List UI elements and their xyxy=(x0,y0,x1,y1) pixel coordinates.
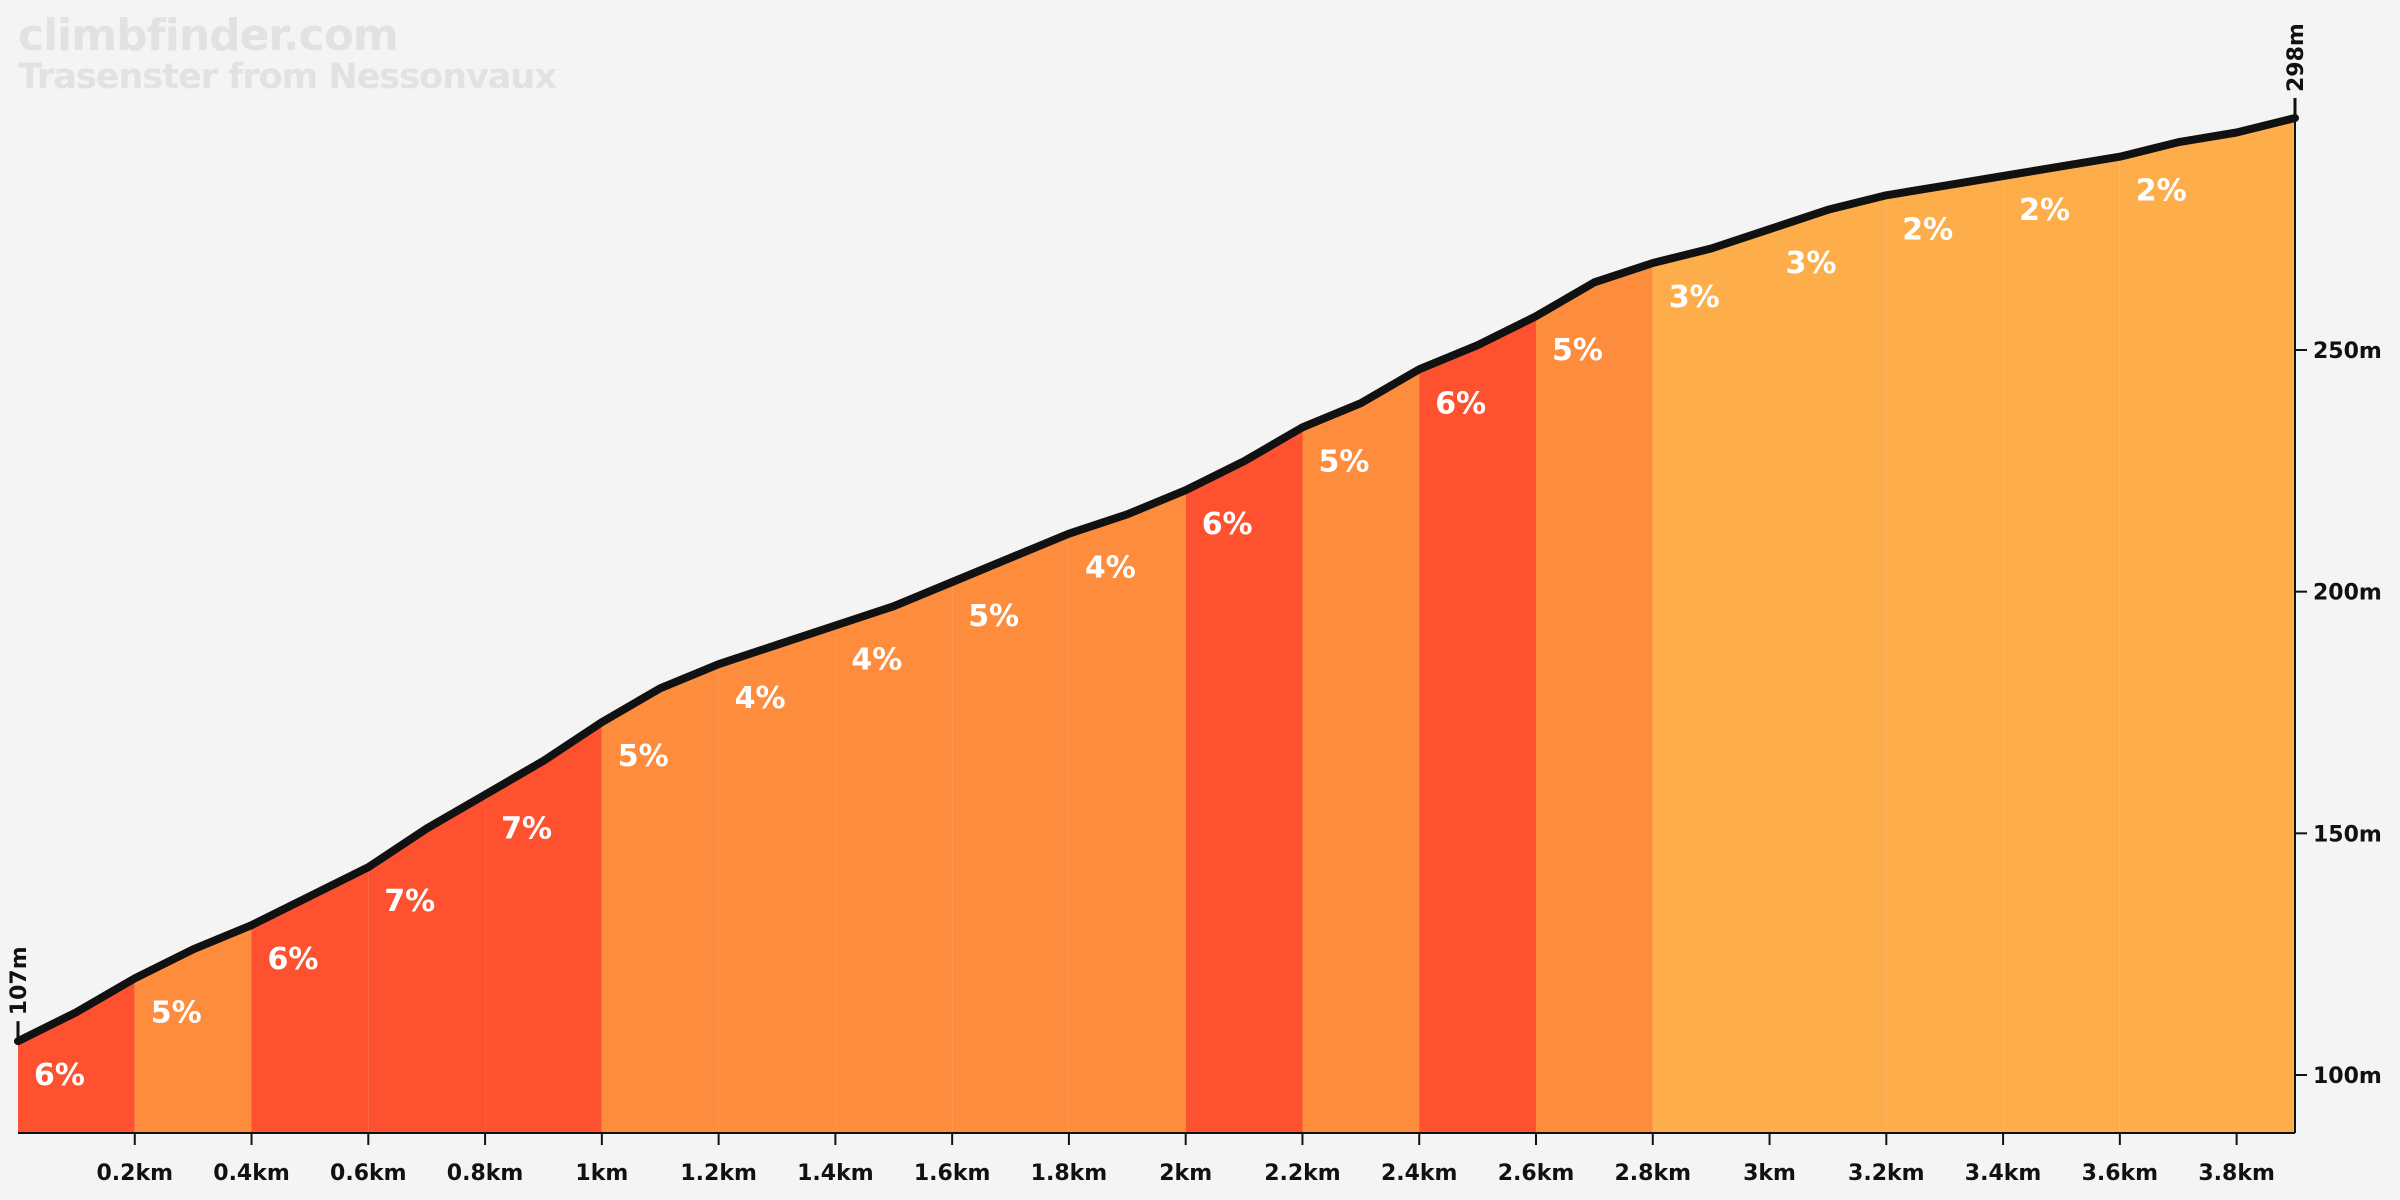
x-tick-label: 3.8km xyxy=(2198,1161,2275,1186)
grade-label: 2% xyxy=(2019,193,2070,228)
grade-label: 5% xyxy=(968,599,1019,634)
site-name: climbfinder.com xyxy=(18,10,399,61)
grade-label: 3% xyxy=(1786,246,1837,281)
x-tick-label: 2.8km xyxy=(1615,1161,1692,1186)
grade-segment xyxy=(1886,176,2004,1133)
grade-segment xyxy=(1769,195,1887,1134)
watermark: climbfinder.com Trasenster from Nessonva… xyxy=(18,10,557,97)
x-tick-label: 0.4km xyxy=(213,1161,290,1186)
grade-segment xyxy=(718,625,836,1133)
grade-segment xyxy=(1185,427,1303,1133)
grade-label: 5% xyxy=(618,739,669,774)
end-elevation-label: 298m xyxy=(2284,23,2309,92)
grade-segment xyxy=(952,533,1069,1133)
start-elevation-label: 107m xyxy=(7,946,32,1015)
grade-segment xyxy=(1419,316,1536,1133)
grade-label: 4% xyxy=(735,681,786,716)
grade-segment xyxy=(835,582,953,1133)
x-tick-label: 1km xyxy=(575,1161,628,1186)
grade-segment xyxy=(1536,263,1653,1133)
grade-label: 6% xyxy=(1435,386,1486,421)
grade-label: 7% xyxy=(384,884,435,919)
grade-segment xyxy=(2119,118,2295,1133)
y-tick-label: 150m xyxy=(2313,822,2382,847)
grade-label: 7% xyxy=(501,812,552,847)
axes: 0.2km 0.4km 0.6km 0.8km 1km 1.2km 1.4km 1.6km 1.… xyxy=(7,23,2382,1186)
grade-segment xyxy=(1652,229,1770,1133)
x-tick-label: 2.2km xyxy=(1264,1161,1341,1186)
grade-segment xyxy=(2003,156,2120,1133)
grade-labels: 6% 5% 6% 7% 7% 5% 4% 4% 5% 4% 6% 5% 6% 5% 3% 3% 2% 2% 2% xyxy=(34,174,2187,1093)
grade-label: 5% xyxy=(151,995,202,1030)
y-tick-label: 250m xyxy=(2313,339,2382,364)
x-tick-label: 2.6km xyxy=(1498,1161,1575,1186)
x-tick-label: 1.2km xyxy=(680,1161,757,1186)
grade-segments xyxy=(18,118,2295,1134)
grade-segment xyxy=(1302,369,1420,1133)
y-tick-label: 100m xyxy=(2313,1064,2382,1089)
grade-label: 6% xyxy=(34,1058,85,1093)
grade-label: 6% xyxy=(1202,507,1253,542)
grade-segment xyxy=(1068,490,1186,1133)
grade-label: 6% xyxy=(268,942,319,977)
grade-label: 5% xyxy=(1552,333,1603,368)
grade-label: 4% xyxy=(851,643,902,678)
x-tick-label: 3.6km xyxy=(2082,1161,2159,1186)
grade-segment xyxy=(251,867,369,1133)
x-tick-label: 3.4km xyxy=(1965,1161,2042,1186)
grade-label: 4% xyxy=(1085,551,1136,586)
grade-label: 5% xyxy=(1319,444,1370,479)
grade-label: 2% xyxy=(2136,174,2187,209)
grade-segment xyxy=(368,794,486,1133)
grade-segment xyxy=(18,978,135,1133)
grade-segment xyxy=(601,664,719,1133)
climb-title: Trasenster from Nessonvaux xyxy=(18,57,557,97)
x-tick-label: 2km xyxy=(1159,1161,1212,1186)
x-tick-label: 1.4km xyxy=(797,1161,874,1186)
x-tick-label: 0.6km xyxy=(330,1161,407,1186)
x-tick-label: 0.2km xyxy=(97,1161,174,1186)
x-tick-label: 2.4km xyxy=(1381,1161,1458,1186)
grade-segment xyxy=(485,722,602,1133)
profile-line-group xyxy=(14,114,2299,1046)
x-tick-label: 3km xyxy=(1743,1161,1796,1186)
x-tick-label: 1.8km xyxy=(1031,1161,1108,1186)
grade-segment xyxy=(134,925,252,1133)
grade-label: 3% xyxy=(1669,280,1720,315)
grade-label: 2% xyxy=(1902,212,1953,247)
y-tick-label: 200m xyxy=(2313,581,2382,606)
profile-line xyxy=(14,114,2299,1046)
x-tick-label: 1.6km xyxy=(914,1161,991,1186)
x-tick-label: 0.8km xyxy=(447,1161,524,1186)
x-tick-label: 3.2km xyxy=(1848,1161,1925,1186)
